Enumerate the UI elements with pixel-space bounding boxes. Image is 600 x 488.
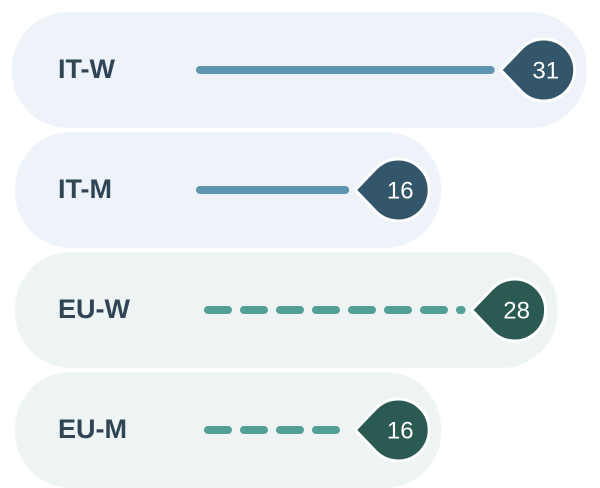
value-badge [353,397,431,463]
category-label: IT-W [58,54,115,84]
category-label: EU-M [58,414,127,444]
value-label: 31 [532,57,559,84]
value-badge [353,157,431,223]
row: EU-M 16 [15,372,442,488]
value-badge [470,277,548,343]
value-label: 28 [503,297,530,324]
category-label: IT-M [58,174,112,204]
value-label: 16 [387,417,414,444]
value-badge [499,37,577,103]
category-label: EU-W [58,294,130,324]
row: IT-W 31 [12,12,587,128]
row: IT-M 16 [15,132,442,248]
value-label: 16 [387,177,414,204]
row: EU-W 28 [15,252,558,368]
